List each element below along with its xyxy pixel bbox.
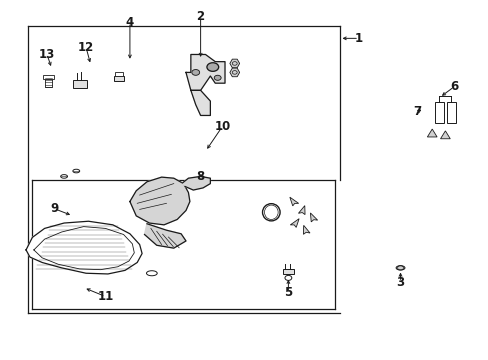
Text: 9: 9 [50, 202, 59, 215]
Text: 13: 13 [39, 48, 55, 61]
Polygon shape [182, 176, 210, 190]
Bar [73, 80, 86, 88]
Text: 3: 3 [396, 276, 404, 289]
Polygon shape [310, 213, 317, 222]
Polygon shape [440, 131, 449, 139]
Polygon shape [289, 197, 298, 206]
Text: 11: 11 [97, 290, 113, 303]
Text: 5: 5 [284, 287, 292, 300]
Text: 2: 2 [196, 10, 204, 23]
Bar [446, 102, 455, 123]
Bar [44, 78, 52, 87]
Text: 10: 10 [214, 120, 230, 133]
Text: 6: 6 [449, 80, 457, 93]
Text: 8: 8 [196, 170, 204, 183]
Polygon shape [130, 177, 189, 225]
Polygon shape [185, 54, 224, 90]
Polygon shape [298, 206, 305, 215]
Polygon shape [26, 221, 142, 274]
Bar [43, 75, 54, 78]
Bar [282, 269, 294, 274]
Circle shape [206, 63, 218, 71]
Text: 12: 12 [78, 41, 94, 54]
Text: 4: 4 [125, 16, 134, 29]
Polygon shape [303, 225, 309, 234]
Circle shape [191, 69, 199, 75]
Bar [114, 76, 123, 81]
Bar [434, 102, 444, 123]
Bar [115, 72, 122, 76]
Ellipse shape [395, 266, 404, 270]
Polygon shape [190, 90, 210, 116]
Text: 7: 7 [413, 105, 421, 118]
Circle shape [214, 75, 221, 80]
Polygon shape [290, 219, 299, 228]
Polygon shape [229, 59, 239, 68]
Polygon shape [427, 129, 436, 137]
Polygon shape [229, 68, 239, 77]
Text: 1: 1 [354, 32, 363, 45]
Polygon shape [144, 224, 185, 248]
